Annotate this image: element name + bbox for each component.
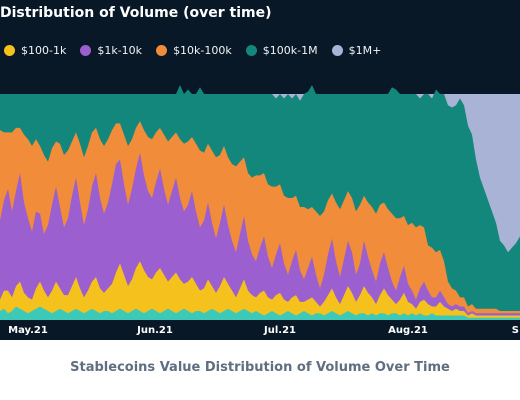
- series-area-base: [0, 306, 520, 320]
- x-tick-label: S: [512, 325, 519, 336]
- chart-title: Distribution of Volume (over time): [0, 5, 272, 21]
- legend-swatch: [331, 45, 343, 56]
- legend-item: $10k-100k: [156, 44, 232, 57]
- legend-label: $1k-10k: [97, 44, 143, 57]
- legend-label: $100-1k: [21, 44, 67, 57]
- legend-item: $100-1k: [4, 44, 66, 57]
- legend-swatch: [4, 45, 15, 56]
- series-area-1k-10k: [0, 152, 520, 320]
- legend-item: $100k-1M: [245, 44, 318, 57]
- legend-label: $1M+: [348, 44, 382, 57]
- legend-swatch: [80, 45, 92, 56]
- chart-panel: May.21 Jun.21 Jul.21 Aug.21 S Distribution o…: [0, 0, 520, 340]
- series-area-100-1k: [0, 261, 520, 320]
- legend-item: $1k-10k: [80, 44, 142, 57]
- x-tick-label: Jun.21: [136, 325, 173, 336]
- x-tick-label: Jul.21: [263, 325, 296, 336]
- figure-caption: Stablecoins Value Distribution of Volume…: [70, 360, 450, 375]
- x-tick-label: Aug.21: [388, 325, 428, 336]
- legend: $100-1k $1k-10k $10k-100k $100k-1M $1M+: [4, 44, 395, 57]
- legend-swatch: [156, 45, 168, 56]
- legend-swatch: [245, 45, 257, 56]
- x-tick-label: May.21: [8, 325, 48, 336]
- stacked-area-chart: May.21 Jun.21 Jul.21 Aug.21 S: [0, 84, 520, 340]
- legend-label: $100k-1M: [262, 44, 318, 57]
- legend-label: $10k-100k: [173, 44, 232, 57]
- legend-item: $1M+: [331, 44, 382, 57]
- x-axis-strip: [0, 320, 520, 340]
